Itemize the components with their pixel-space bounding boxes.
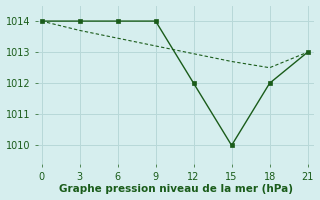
X-axis label: Graphe pression niveau de la mer (hPa): Graphe pression niveau de la mer (hPa) <box>59 184 293 194</box>
